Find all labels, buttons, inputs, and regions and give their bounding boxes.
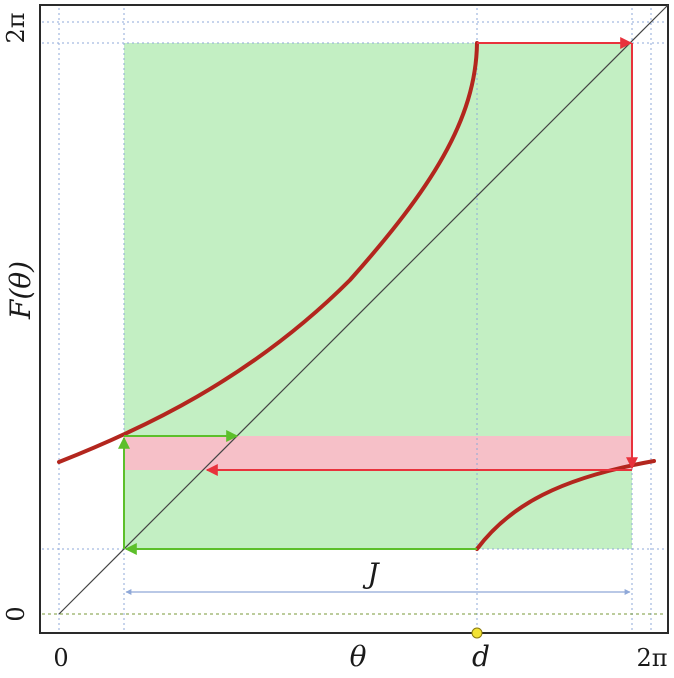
- x-tick-d: d: [472, 640, 490, 673]
- x-tick-0: 0: [53, 644, 68, 672]
- diagonal-line: [58, 4, 669, 615]
- x-axis-label: θ: [350, 640, 367, 673]
- y-tick-2pi: 2π: [2, 12, 30, 43]
- map-curve-left: [57, 41, 479, 464]
- interval-label: J: [362, 557, 380, 590]
- green-cobweb: [118, 430, 477, 555]
- d-marker: [471, 627, 483, 639]
- red-cobweb: [205, 37, 638, 476]
- x-tick-2pi: 2π: [636, 644, 667, 672]
- y-tick-0: 0: [2, 606, 30, 621]
- pink-band: [124, 436, 632, 470]
- y-axis-label: F(θ): [4, 261, 37, 320]
- map-curve-right: [475, 459, 656, 551]
